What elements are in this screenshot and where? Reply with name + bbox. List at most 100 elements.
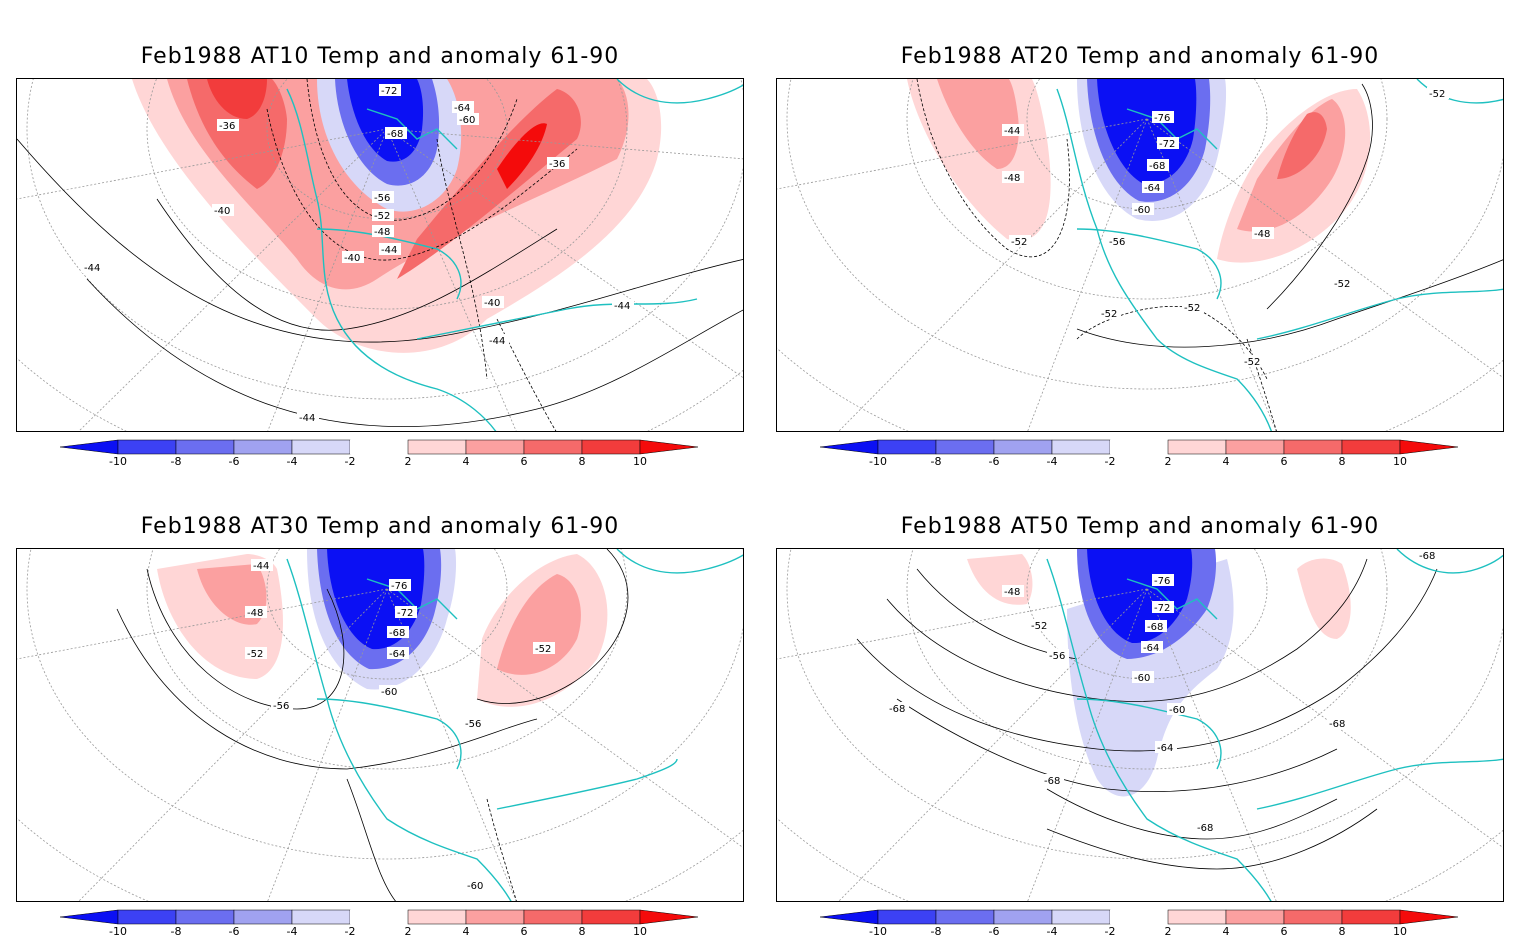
contour-label: -56 — [1109, 237, 1125, 248]
map-svg: -72 -64 -60 -36 -68 -36 -40 -56 -52 -48 … — [17, 79, 743, 431]
contour-label: -68 — [387, 129, 403, 140]
contour-label: -64 — [1144, 183, 1160, 194]
colorbar-tick-label: -6 — [989, 925, 1000, 938]
colorbar-arrow-left — [819, 439, 879, 455]
colorbar-tick-label: -2 — [1105, 925, 1116, 938]
temperature-contours — [116, 549, 629, 901]
map-svg: -44 -76 -48 -72 -68 -52 -64 -52 -60 -56 … — [17, 549, 743, 901]
contour-label: -76 — [391, 581, 407, 592]
colorbar-swatch — [407, 439, 467, 455]
colorbar-swatch — [1283, 439, 1343, 455]
contour-label: -68 — [389, 628, 405, 639]
contour-label: -40 — [214, 206, 230, 217]
colorbar-tick-label: -4 — [1047, 455, 1058, 468]
colorbar-swatch — [175, 439, 235, 455]
colorbar-swatch — [581, 439, 641, 455]
contour-label: -68 — [889, 704, 905, 715]
map-frame: -72 -64 -60 -36 -68 -36 -40 -56 -52 -48 … — [16, 78, 744, 432]
colorbar-tick-label: 8 — [579, 455, 586, 468]
map-frame: -44 -76 -48 -72 -68 -52 -64 -52 -60 -56 … — [16, 548, 744, 902]
colorbar-tick-label: 8 — [1339, 925, 1346, 938]
contour-label: -72 — [1159, 139, 1175, 150]
colorbar-tick-label: -8 — [931, 925, 942, 938]
panel-at20: Feb1988 AT20 Temp and anomaly 61-90 — [760, 0, 1520, 470]
contour-label: -72 — [1154, 603, 1170, 614]
colorbar-swatch — [233, 439, 293, 455]
contour-label: -40 — [484, 298, 500, 309]
colorbar-tick-label: 6 — [521, 455, 528, 468]
colorbar-swatch — [523, 909, 583, 925]
anomaly-shading — [967, 549, 1351, 797]
colorbar-swatch — [1167, 909, 1227, 925]
colorbar-swatch — [350, 910, 408, 924]
graticule — [17, 549, 743, 901]
colorbar-arrow-left — [59, 439, 119, 455]
contour-label: -60 — [459, 115, 475, 126]
contour-label: -44 — [253, 561, 269, 572]
contour-label: -44 — [381, 245, 397, 256]
coastlines — [1046, 549, 1503, 901]
contour-label: -52 — [1244, 357, 1260, 368]
colorbar: -10 -8 -6 -4 -2 2 4 6 8 10 — [59, 909, 699, 938]
contour-label: -68 — [1149, 161, 1165, 172]
colorbar-swatch — [407, 909, 467, 925]
colorbar-tick-label: -8 — [171, 925, 182, 938]
contour-label: -36 — [219, 121, 235, 132]
colorbar-tick-label: 2 — [405, 455, 412, 468]
contour-label: -44 — [84, 263, 100, 274]
colorbar-tick-label: 10 — [633, 455, 647, 468]
colorbar-tick-label: 4 — [1223, 455, 1230, 468]
colorbar-tick-label: 8 — [1339, 455, 1346, 468]
colorbar-tick-label: 10 — [1393, 455, 1407, 468]
colorbar-tick-label: 4 — [463, 455, 470, 468]
colorbar-tick-label: -2 — [345, 925, 356, 938]
colorbar: -10 -8 -6 -4 -2 2 4 6 8 10 — [59, 439, 699, 468]
colorbar-swatch — [1110, 440, 1168, 454]
contour-label: -56 — [273, 701, 289, 712]
map-svg: -68 -76 -48 -72 -52 -68 -56 -64 -60 -68 … — [777, 549, 1503, 901]
colorbar-swatch — [465, 909, 525, 925]
colorbar-tick-label: 10 — [1393, 925, 1407, 938]
colorbar-tick-label: -4 — [287, 925, 298, 938]
panel-title: Feb1988 AT10 Temp and anomaly 61-90 — [140, 44, 620, 69]
panel-at10: Feb1988 AT10 Temp and anomaly 61-90 — [0, 0, 760, 470]
colorbar-tick-label: 4 — [1223, 925, 1230, 938]
colorbar-swatch — [1341, 909, 1401, 925]
contour-label: -48 — [1004, 587, 1020, 598]
contour-label: -68 — [1044, 776, 1060, 787]
contour-label: -48 — [374, 227, 390, 238]
contour-label: -52 — [1011, 237, 1027, 248]
colorbar-swatch — [877, 909, 937, 925]
colorbar-tick-label: 8 — [579, 925, 586, 938]
colorbar-swatch — [117, 909, 177, 925]
colorbar-swatch — [233, 909, 293, 925]
contour-label: -60 — [1169, 705, 1185, 716]
contour-label: -44 — [614, 301, 630, 312]
colorbar-swatch — [1051, 439, 1111, 455]
colorbar-swatch — [581, 909, 641, 925]
contour-labels: -52 -76 -44 -72 -68 -48 -64 -60 -52 -56 … — [1002, 87, 1449, 368]
anomaly-shading — [132, 79, 662, 353]
colorbar-swatch — [350, 440, 408, 454]
contour-label: -52 — [1334, 279, 1350, 290]
contour-label: -40 — [344, 253, 360, 264]
panel-title: Feb1988 AT50 Temp and anomaly 61-90 — [900, 514, 1380, 539]
colorbar-tick-label: -4 — [1047, 925, 1058, 938]
contour-labels: -72 -64 -60 -36 -68 -36 -40 -56 -52 -48 … — [82, 84, 634, 424]
colorbar-swatch — [1110, 910, 1168, 924]
colorbar-swatch — [523, 439, 583, 455]
colorbar-tick-label: -4 — [287, 455, 298, 468]
colorbar-tick-label: 2 — [405, 925, 412, 938]
colorbar-tick-label: 6 — [1281, 455, 1288, 468]
contour-label: -64 — [389, 649, 405, 660]
colorbar-tick-label: 2 — [1165, 925, 1172, 938]
contour-label: -48 — [1004, 173, 1020, 184]
colorbar-swatch — [877, 439, 937, 455]
contour-label: -36 — [549, 159, 565, 170]
graticule — [777, 549, 1503, 901]
panel-title: Feb1988 AT30 Temp and anomaly 61-90 — [140, 514, 620, 539]
contour-label: -68 — [1329, 719, 1345, 730]
colorbar-tick-label: -10 — [869, 455, 887, 468]
anomaly-shading — [907, 79, 1371, 263]
contour-label: -52 — [1429, 89, 1445, 100]
